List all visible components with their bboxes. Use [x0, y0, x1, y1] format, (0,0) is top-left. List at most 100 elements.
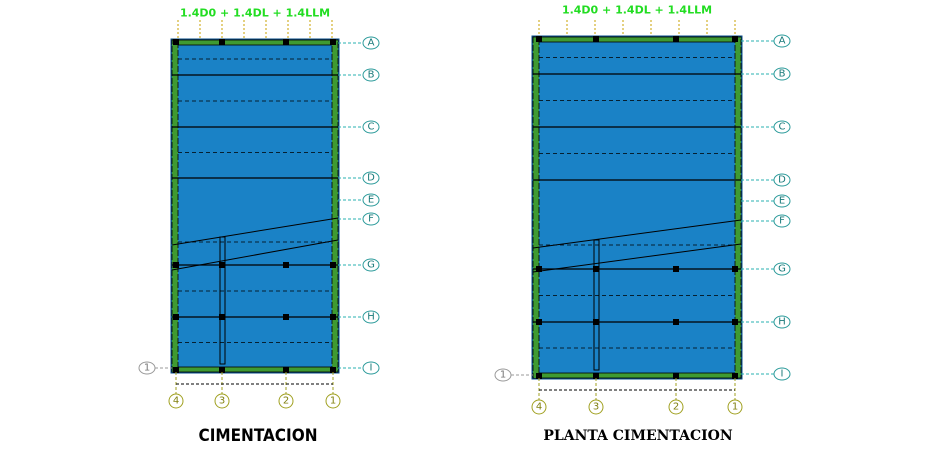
- skew-beam: [532, 243, 742, 273]
- axis-bubble: [773, 34, 791, 48]
- row-axis-label: I: [370, 363, 373, 374]
- row-axis-label: H: [778, 317, 786, 328]
- skew-beam: [171, 239, 339, 271]
- column: [173, 314, 179, 320]
- axis-bubble: [773, 367, 791, 381]
- row-axis-label: C: [368, 122, 375, 133]
- axis-bubble: [531, 399, 547, 415]
- column-axis-label: 3: [593, 402, 599, 413]
- plan-panel: 1.4D0 + 1.4DL + 1.4LLM A B C DEF G H I 4 3 2 1 1 PLAN…: [494, 4, 791, 444]
- beam-right: [331, 39, 339, 373]
- beam-right: [734, 36, 742, 379]
- column: [173, 262, 179, 268]
- column-axis-label: 3: [219, 396, 225, 407]
- column: [330, 367, 336, 373]
- column: [219, 314, 225, 320]
- skew-beam: [171, 217, 339, 246]
- axis-bubble: [773, 67, 791, 81]
- column: [330, 262, 336, 268]
- axis-bubble: [362, 361, 380, 375]
- axis-bubble: [362, 258, 380, 272]
- row-axis-label: G: [367, 260, 375, 271]
- column: [283, 314, 289, 320]
- column: [283, 39, 289, 45]
- plan-panel: 1.4D0 + 1.4DL + 1.4LLM A B C DEF G H I 4 3 2 1 1 CIME…: [138, 7, 380, 446]
- column: [173, 39, 179, 45]
- column-axis-label: 1: [330, 396, 336, 407]
- row-axis-label: I: [781, 369, 784, 380]
- column: [330, 314, 336, 320]
- column: [536, 373, 542, 379]
- column: [732, 266, 738, 272]
- row-axis-label: A: [779, 36, 786, 47]
- row-axis-label: E: [368, 195, 374, 206]
- axis-bubble: [773, 120, 791, 134]
- side-axis-label: 1: [500, 370, 506, 381]
- panel-caption: PLANTA CIMENTACION: [543, 428, 732, 444]
- axis-bubble: [138, 361, 156, 375]
- axis-bubble: [214, 393, 230, 409]
- panel-caption: CIMENTACION: [198, 426, 317, 446]
- column: [673, 373, 679, 379]
- axis-bubble: [362, 36, 380, 50]
- column: [219, 367, 225, 373]
- skew-beam: [532, 219, 742, 249]
- column: [283, 262, 289, 268]
- row-axis-label: B: [779, 69, 786, 80]
- column: [593, 319, 599, 325]
- beam-left: [532, 36, 540, 379]
- column-axis-label: 1: [732, 402, 738, 413]
- column: [536, 266, 542, 272]
- column-axis-label: 4: [173, 396, 179, 407]
- slab: [531, 35, 743, 380]
- column: [536, 319, 542, 325]
- row-axis-label: D: [367, 173, 375, 184]
- axis-bubble: [362, 171, 380, 185]
- row-axis-label: F: [368, 214, 374, 225]
- beam-left: [171, 39, 179, 373]
- axis-bubble: [773, 214, 791, 228]
- axis-bubble: [668, 399, 684, 415]
- column: [593, 266, 599, 272]
- sub-beam: [593, 239, 600, 371]
- row-axis-label: B: [368, 70, 375, 81]
- row-axis-label: D: [778, 175, 786, 186]
- column: [283, 367, 289, 373]
- side-axis-label: 1: [144, 363, 150, 374]
- beam-bottom: [171, 366, 339, 373]
- beam-bottom: [532, 372, 742, 379]
- sub-beam: [219, 236, 226, 365]
- column-axis-label: 2: [673, 402, 679, 413]
- row-axis-label: G: [778, 264, 786, 275]
- beam-top: [171, 39, 339, 46]
- axis-bubble: [588, 399, 604, 415]
- column: [673, 36, 679, 42]
- beam-top: [532, 36, 742, 43]
- axis-bubble: [362, 212, 380, 226]
- column: [673, 319, 679, 325]
- column: [173, 367, 179, 373]
- column: [536, 36, 542, 42]
- axis-bubble: [773, 173, 791, 187]
- axis-bubble: [727, 399, 743, 415]
- load-combination: 1.4D0 + 1.4DL + 1.4LLM: [180, 7, 330, 20]
- column: [593, 36, 599, 42]
- column: [673, 266, 679, 272]
- column: [219, 262, 225, 268]
- axis-bubble: [168, 393, 184, 409]
- slab: [170, 38, 340, 374]
- axis-bubble: [773, 194, 791, 208]
- row-axis-label: C: [779, 122, 786, 133]
- row-axis-label: F: [779, 216, 785, 227]
- column: [732, 373, 738, 379]
- axis-bubble: [773, 315, 791, 329]
- axis-bubble: [494, 368, 512, 382]
- axis-bubble: [362, 68, 380, 82]
- column: [732, 319, 738, 325]
- axis-bubble: [362, 120, 380, 134]
- load-combination: 1.4D0 + 1.4DL + 1.4LLM: [562, 4, 712, 17]
- column: [732, 36, 738, 42]
- column-axis-label: 2: [283, 396, 289, 407]
- axis-bubble: [362, 193, 380, 207]
